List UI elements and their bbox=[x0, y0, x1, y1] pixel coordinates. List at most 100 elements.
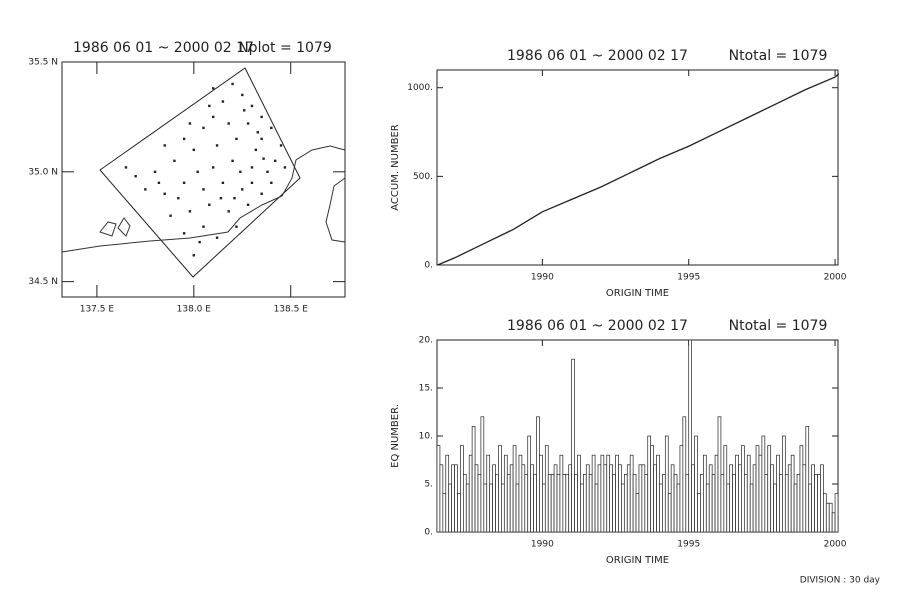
histogram-bar bbox=[770, 464, 774, 533]
histogram-bar bbox=[606, 454, 611, 533]
x-tick-label: 1995 bbox=[677, 540, 700, 550]
region-outline bbox=[99, 67, 301, 278]
plot-frame bbox=[61, 61, 346, 298]
x-axis-label: ORIGIN TIME bbox=[606, 555, 669, 566]
histogram-bar bbox=[621, 483, 625, 533]
epicenter bbox=[211, 87, 215, 90]
y-tick-label: 35.0 N bbox=[28, 167, 58, 177]
histogram-bar bbox=[732, 474, 736, 533]
histogram-bar bbox=[656, 454, 660, 533]
histogram-bar bbox=[471, 426, 476, 533]
histogram-bar bbox=[787, 464, 792, 533]
histogram-bar bbox=[635, 493, 640, 533]
histogram-bar bbox=[474, 464, 479, 533]
histogram-bar bbox=[559, 454, 564, 533]
histogram-bar bbox=[723, 445, 728, 533]
histogram-bar bbox=[664, 435, 669, 533]
histogram-bar bbox=[820, 464, 824, 533]
histogram-bar bbox=[527, 435, 532, 533]
histogram-bar bbox=[594, 483, 599, 533]
histogram-bar bbox=[571, 358, 575, 533]
x-tick-label: 2000 bbox=[824, 273, 847, 283]
epicenter bbox=[260, 115, 263, 119]
epicenter bbox=[163, 192, 166, 195]
histogram-bar bbox=[495, 474, 499, 533]
histogram-bar bbox=[626, 464, 631, 533]
histogram-bar bbox=[743, 474, 748, 533]
chart-subtitle: Nplot = 1079 bbox=[238, 40, 332, 56]
histogram-bar bbox=[556, 474, 561, 533]
y-tick-label: 0. bbox=[424, 261, 433, 271]
histogram-bar bbox=[705, 483, 710, 533]
footnote: DIVISION : 30 day bbox=[800, 576, 881, 586]
histogram-bar bbox=[515, 483, 520, 533]
x-tick-label: 137.5 E bbox=[80, 305, 115, 315]
y-tick-label: 0. bbox=[424, 528, 433, 538]
y-axis-label: EQ NUMBER. bbox=[390, 404, 401, 468]
histogram-bar bbox=[460, 445, 464, 533]
histogram-bar bbox=[506, 474, 511, 533]
histogram-bar bbox=[714, 454, 719, 533]
histogram-bar bbox=[773, 483, 777, 533]
epicenter bbox=[241, 188, 244, 191]
x-axis-label: ORIGIN TIME bbox=[606, 288, 669, 299]
epicenter bbox=[227, 210, 230, 213]
epicenter bbox=[211, 166, 215, 169]
histogram-bar bbox=[729, 464, 733, 533]
histogram-bar bbox=[501, 483, 505, 533]
histogram-bar bbox=[811, 464, 815, 533]
histogram-bar bbox=[700, 474, 704, 533]
histogram-bar bbox=[638, 464, 643, 533]
epicenter bbox=[256, 131, 259, 134]
histogram-bar bbox=[805, 426, 810, 533]
histogram-bar bbox=[512, 445, 517, 533]
epicenter bbox=[233, 196, 236, 200]
epicenter bbox=[215, 236, 219, 239]
x-tick-label: 138.5 E bbox=[274, 305, 309, 315]
epicenter bbox=[246, 122, 250, 125]
cumulative-line bbox=[437, 73, 840, 266]
histogram-bar bbox=[498, 445, 502, 533]
histogram-bar bbox=[477, 474, 482, 533]
histogram-bar bbox=[577, 454, 581, 533]
chart-subtitle: Ntotal = 1079 bbox=[729, 48, 828, 64]
histogram-bar bbox=[483, 483, 488, 533]
histogram-bar bbox=[468, 454, 473, 533]
histogram-bar bbox=[550, 474, 555, 533]
x-tick-label: 1990 bbox=[531, 540, 554, 550]
epicenter bbox=[246, 203, 250, 206]
histogram-bar bbox=[480, 416, 485, 533]
histogram-bar bbox=[597, 464, 602, 533]
histogram-bar bbox=[600, 454, 605, 533]
histogram-bar bbox=[518, 454, 523, 533]
histogram-bar bbox=[568, 464, 572, 533]
epicenter bbox=[262, 157, 265, 160]
epicenter bbox=[182, 181, 186, 184]
histogram-bar bbox=[784, 474, 789, 533]
histogram-bar bbox=[659, 483, 663, 533]
plot-frame bbox=[436, 69, 839, 266]
histogram-bar bbox=[574, 474, 578, 533]
chart-title: 1986 06 01 ~ 2000 02 17 bbox=[507, 48, 688, 64]
epicenter bbox=[192, 148, 196, 152]
histogram-bar bbox=[454, 464, 458, 533]
epicenter bbox=[221, 100, 225, 103]
epicenter bbox=[243, 109, 246, 112]
histogram-bar bbox=[436, 445, 441, 533]
histogram-bar bbox=[717, 416, 722, 533]
y-tick-label: 15. bbox=[419, 384, 433, 394]
histogram-bar bbox=[834, 493, 839, 533]
histogram-bar bbox=[632, 474, 637, 533]
y-tick-label: 10. bbox=[419, 432, 433, 442]
epicenter bbox=[219, 196, 223, 200]
epicenter bbox=[270, 181, 273, 184]
histogram-bar bbox=[761, 435, 766, 533]
coastline bbox=[61, 145, 346, 253]
histogram-bar bbox=[585, 464, 590, 533]
map-outlines bbox=[61, 67, 346, 278]
epicenter bbox=[231, 82, 234, 86]
histogram-bar bbox=[735, 454, 739, 533]
y-tick-label: 20. bbox=[419, 336, 433, 346]
epicenter bbox=[153, 170, 157, 174]
